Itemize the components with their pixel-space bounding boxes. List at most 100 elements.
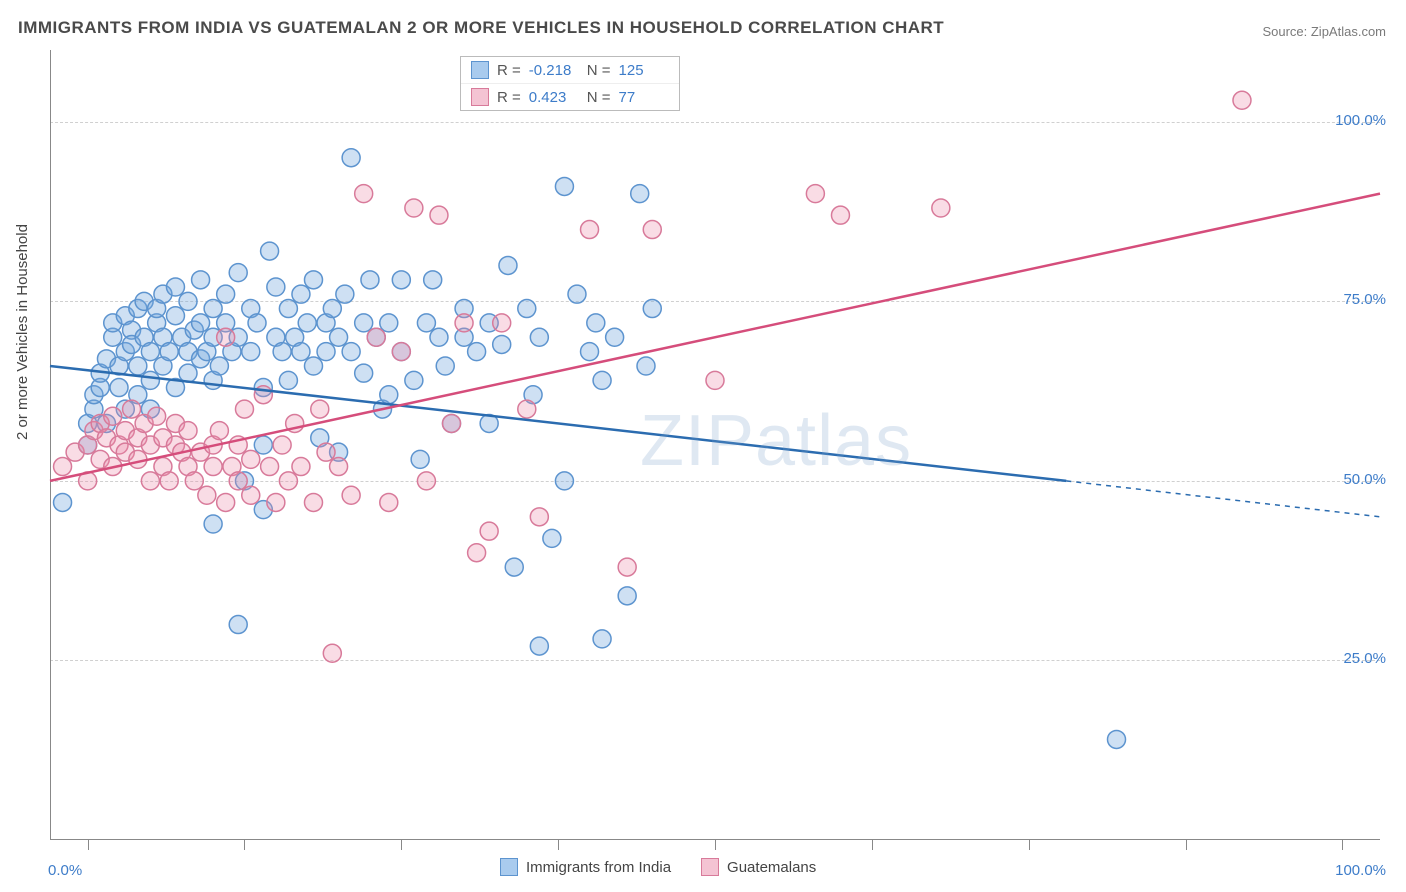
data-point (229, 616, 247, 634)
r-value-guatemalan: 0.423 (529, 89, 579, 106)
legend-label-india: Immigrants from India (526, 859, 671, 876)
y-tick-label: 100.0% (1335, 112, 1386, 129)
data-point (267, 493, 285, 511)
data-point (361, 271, 379, 289)
swatch-india (471, 61, 489, 79)
data-point (304, 271, 322, 289)
data-point (392, 271, 410, 289)
data-point (141, 472, 159, 490)
data-point (166, 307, 184, 325)
data-point (323, 644, 341, 662)
data-point (160, 472, 178, 490)
data-point (242, 343, 260, 361)
data-point (643, 300, 661, 318)
data-point (530, 637, 548, 655)
data-point (141, 343, 159, 361)
source-label: Source: ZipAtlas.com (1262, 24, 1386, 39)
data-point (217, 285, 235, 303)
data-point (141, 371, 159, 389)
data-point (229, 264, 247, 282)
data-point (279, 300, 297, 318)
swatch-guatemalan (471, 88, 489, 106)
data-point (436, 357, 454, 375)
data-point (292, 343, 310, 361)
data-point (330, 328, 348, 346)
data-point (242, 450, 260, 468)
data-point (806, 185, 824, 203)
data-point (392, 343, 410, 361)
data-point (110, 379, 128, 397)
data-point (54, 493, 72, 511)
data-point (493, 314, 511, 332)
data-point (279, 472, 297, 490)
data-point (261, 458, 279, 476)
data-point (304, 357, 322, 375)
data-point (430, 206, 448, 224)
y-tick-label: 50.0% (1343, 471, 1386, 488)
data-point (505, 558, 523, 576)
data-point (279, 371, 297, 389)
correlation-row-2: R = 0.423 N = 77 (461, 83, 679, 110)
legend-item-guatemalan: Guatemalans (701, 858, 816, 876)
legend-label-guatemalan: Guatemalans (727, 859, 816, 876)
data-point (342, 486, 360, 504)
data-point (530, 508, 548, 526)
data-point (581, 221, 599, 239)
series-legend: Immigrants from India Guatemalans (500, 858, 816, 876)
n-value-india: 125 (619, 62, 669, 79)
data-point (248, 314, 266, 332)
data-point (166, 278, 184, 296)
data-point (643, 221, 661, 239)
data-point (330, 458, 348, 476)
data-point (493, 335, 511, 353)
data-point (292, 285, 310, 303)
data-point (217, 493, 235, 511)
data-point (204, 458, 222, 476)
data-point (593, 371, 611, 389)
data-point (355, 185, 373, 203)
data-point (606, 328, 624, 346)
chart-title: IMMIGRANTS FROM INDIA VS GUATEMALAN 2 OR… (18, 18, 944, 38)
data-point (198, 486, 216, 504)
data-point (311, 400, 329, 418)
data-point (254, 436, 272, 454)
data-point (499, 256, 517, 274)
y-axis-label: 2 or more Vehicles in Household (14, 224, 31, 440)
x-axis-max-label: 100.0% (1335, 862, 1386, 879)
data-point (355, 314, 373, 332)
data-point (129, 357, 147, 375)
data-point (317, 443, 335, 461)
data-point (411, 450, 429, 468)
y-tick-label: 25.0% (1343, 650, 1386, 667)
data-point (242, 486, 260, 504)
trend-line-extrapolated (1066, 481, 1380, 517)
data-point (179, 364, 197, 382)
data-point (518, 300, 536, 318)
trend-line (50, 194, 1380, 481)
data-point (336, 285, 354, 303)
data-point (210, 422, 228, 440)
data-point (417, 314, 435, 332)
data-point (424, 271, 442, 289)
data-point (261, 242, 279, 260)
data-point (192, 314, 210, 332)
data-point (380, 493, 398, 511)
data-point (618, 587, 636, 605)
data-point (148, 407, 166, 425)
data-point (235, 400, 253, 418)
data-point (543, 529, 561, 547)
data-point (1108, 730, 1126, 748)
data-point (831, 206, 849, 224)
correlation-legend: R = -0.218 N = 125 R = 0.423 N = 77 (460, 56, 680, 111)
data-point (380, 314, 398, 332)
data-point (217, 328, 235, 346)
data-point (210, 357, 228, 375)
data-point (292, 458, 310, 476)
data-point (618, 558, 636, 576)
data-point (555, 177, 573, 195)
data-point (160, 343, 178, 361)
data-point (405, 371, 423, 389)
data-point (530, 328, 548, 346)
data-point (518, 400, 536, 418)
y-tick-label: 75.0% (1343, 291, 1386, 308)
